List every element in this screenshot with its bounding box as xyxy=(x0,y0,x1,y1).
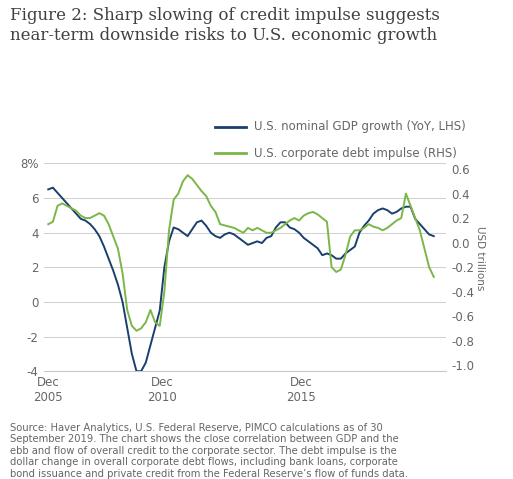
Text: Figure 2: Sharp slowing of credit impulse suggests
near-term downside risks to U: Figure 2: Sharp slowing of credit impuls… xyxy=(10,7,440,44)
Text: U.S. nominal GDP growth (YoY, LHS): U.S. nominal GDP growth (YoY, LHS) xyxy=(254,120,466,134)
Y-axis label: USD trillions: USD trillions xyxy=(475,227,485,291)
Text: U.S. corporate debt impulse (RHS): U.S. corporate debt impulse (RHS) xyxy=(254,147,457,160)
Text: Source: Haver Analytics, U.S. Federal Reserve, PIMCO calculations as of 30
Septe: Source: Haver Analytics, U.S. Federal Re… xyxy=(10,422,408,479)
